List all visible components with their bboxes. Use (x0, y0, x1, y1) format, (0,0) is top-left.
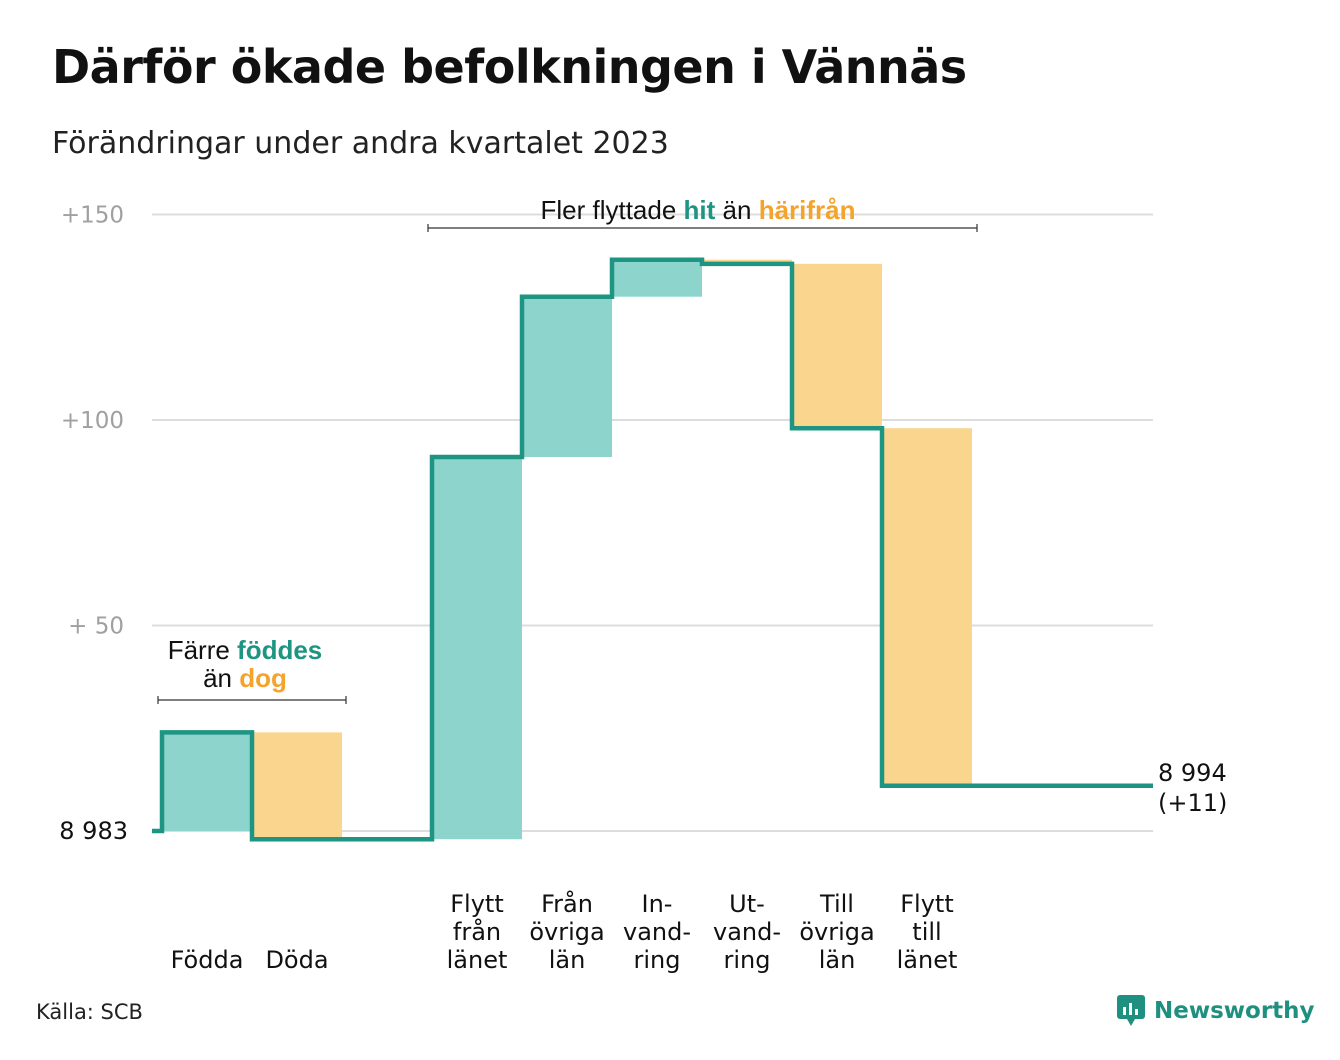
y-tick-label: +150 (61, 203, 124, 229)
category-label: övriga (529, 918, 604, 946)
newsworthy-logo-icon (1117, 995, 1145, 1026)
base-value-label: 8 983 (59, 817, 128, 845)
bar-increase (612, 259, 702, 297)
category-label: Från (541, 889, 593, 918)
category-label: övriga (799, 918, 874, 946)
category-label: länet (447, 946, 508, 974)
births-annotation-highlight-2: dog (239, 663, 287, 693)
category-label: till (912, 918, 941, 946)
category-label: vand- (713, 918, 781, 946)
source-note: Källa: SCB (36, 1000, 143, 1024)
category-label: län (819, 946, 856, 974)
births-annotation-highlight: föddes (237, 635, 322, 665)
bar-decrease (252, 732, 342, 840)
moves-annotation-highlight-out: härifrån (759, 195, 856, 225)
end-value-label: 8 994 (1158, 759, 1227, 787)
category-label: Flytt (900, 890, 954, 918)
moves-annotation-prefix: Fler flyttade (540, 195, 683, 225)
bar-increase (522, 296, 612, 457)
category-label: Till (819, 890, 854, 918)
svg-text:Färre föddes: Färre föddes (168, 635, 323, 665)
bar-increase (432, 456, 522, 840)
bars (162, 259, 972, 840)
bar-decrease (792, 263, 882, 429)
category-label: ring (724, 946, 771, 974)
births-annotation-prefix: Färre (168, 635, 237, 665)
category-label: län (549, 946, 586, 974)
bar-decrease (882, 428, 972, 786)
category-label: länet (897, 946, 958, 974)
category-label: ring (634, 946, 681, 974)
category-label: Flytt (450, 890, 504, 918)
moves-bracket (427, 224, 978, 232)
category-label: In- (642, 890, 673, 918)
cumulative-step-line (152, 257, 1153, 842)
y-tick-label: + 50 (68, 614, 124, 640)
svg-text:än dog: än dog (203, 663, 287, 693)
end-change-label: (+11) (1158, 789, 1227, 817)
bar-increase (162, 732, 252, 831)
step-line (152, 257, 1153, 842)
moves-annotation-highlight-in: hit (684, 195, 716, 225)
category-label: Ut- (729, 890, 765, 918)
births-annotation: Färre föddes än dog (157, 635, 347, 704)
category-label: från (453, 917, 501, 946)
chart-subtitle: Förändringar under andra kvartalet 2023 (52, 126, 669, 161)
svg-text:Fler flyttade hit än härifrån: Fler flyttade hit än härifrån (540, 195, 855, 225)
brand-name: Newsworthy (1154, 998, 1315, 1024)
moves-annotation-middle: än (715, 195, 758, 225)
category-label: vand- (623, 918, 691, 946)
category-label: Döda (265, 946, 328, 974)
chart-title: Därför ökade befolkningen i Vännäs (52, 40, 967, 94)
births-annotation-prefix-2: än (203, 663, 239, 693)
brand-logo: Newsworthy (1116, 994, 1315, 1028)
category-label: Födda (171, 946, 244, 974)
births-bracket (157, 696, 347, 704)
moves-annotation: Fler flyttade hit än härifrån (427, 195, 978, 232)
y-tick-label: +100 (61, 408, 124, 434)
